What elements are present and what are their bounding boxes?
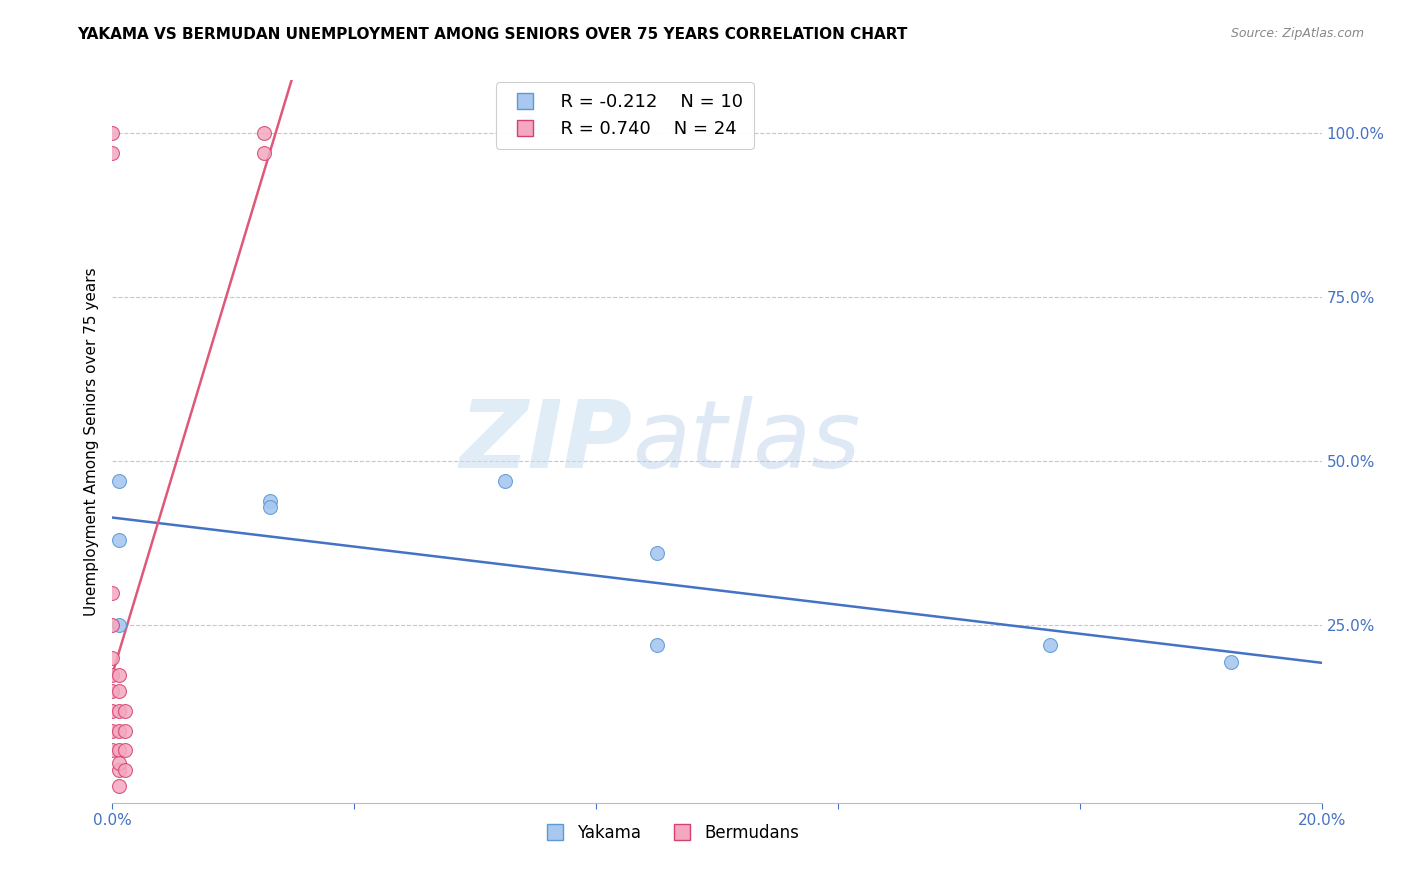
Point (645, 546, 668, 560)
Point (101, 667, 124, 681)
Point (107, 474, 129, 488)
Point (101, 704, 124, 718)
Point (114, 723, 136, 738)
Point (107, 780, 129, 794)
Point (645, 638, 668, 652)
Point (101, 723, 124, 738)
Point (259, 500, 281, 515)
Point (107, 763, 129, 777)
Point (253, 145, 276, 160)
Point (101, 585, 124, 599)
Point (114, 704, 136, 718)
Point (107, 723, 129, 738)
Text: atlas: atlas (633, 396, 860, 487)
Point (107, 743, 129, 757)
Point (107, 756, 129, 771)
Text: Source: ZipAtlas.com: Source: ZipAtlas.com (1230, 27, 1364, 40)
Point (253, 126, 276, 140)
Text: YAKAMA VS BERMUDAN UNEMPLOYMENT AMONG SENIORS OVER 75 YEARS CORRELATION CHART: YAKAMA VS BERMUDAN UNEMPLOYMENT AMONG SE… (77, 27, 908, 42)
Y-axis label: Unemployment Among Seniors over 75 years: Unemployment Among Seniors over 75 years (83, 268, 98, 615)
Point (101, 684, 124, 698)
Point (107, 684, 129, 698)
Point (101, 651, 124, 665)
Point (259, 493, 281, 508)
Point (101, 126, 124, 140)
Point (101, 618, 124, 632)
Point (107, 618, 129, 632)
Legend: Yakama, Bermudans: Yakama, Bermudans (531, 817, 806, 848)
Point (1220, 655, 1243, 669)
Point (1038, 638, 1062, 652)
Point (495, 474, 517, 488)
Text: ZIP: ZIP (460, 395, 633, 488)
Point (107, 704, 129, 718)
Point (107, 533, 129, 547)
Point (114, 743, 136, 757)
Point (107, 667, 129, 681)
Point (114, 763, 136, 777)
Point (101, 743, 124, 757)
Point (101, 145, 124, 160)
